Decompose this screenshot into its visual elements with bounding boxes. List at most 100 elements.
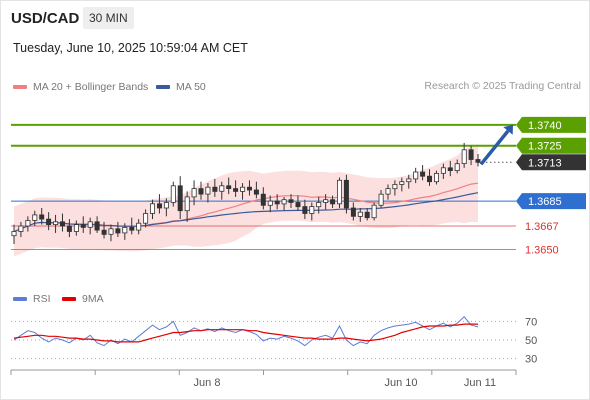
candle [309,202,315,221]
legend-9ma: 9MA [62,292,104,306]
arrow-shaft [479,129,510,166]
candle [32,210,38,226]
rsi-swatch [13,297,27,302]
candle [323,194,329,210]
timeframe-badge[interactable]: 30 MIN [83,7,134,29]
candle [302,199,308,220]
candle [177,176,183,220]
candle [420,165,426,181]
candle [336,177,342,208]
candle [101,221,107,239]
level-label-1.3713: 1.3713 [516,154,586,171]
candle [198,181,204,200]
candle [350,202,356,221]
candle [25,216,31,232]
candle [191,180,197,206]
candle [413,167,419,184]
x-tick-jun-11: Jun 11 [464,377,496,389]
candle [378,190,384,208]
candle [461,142,467,168]
candle [80,216,86,233]
candle [433,170,439,185]
time-axis: Jun 8 Jun 10 Jun 11 [10,369,517,389]
ma20-swatch [13,85,27,90]
credit-text: Research © 2025 Trading Central [424,80,581,92]
candle [399,177,405,192]
level-label-1.3740: 1.3740 [516,116,586,133]
candle [447,160,453,177]
candle [281,196,287,211]
rsi-tick-50: 50 [525,335,537,347]
level-value: 1.3740 [528,120,562,132]
legend-rsi: RSI [13,292,51,306]
candle [149,199,155,220]
level-label-1.3650: 1.3650 [525,245,559,257]
candle [406,174,412,189]
candle [253,181,259,199]
candle [115,221,121,238]
level-label-1.3725: 1.3725 [516,137,586,154]
candle [205,183,211,203]
legend-ma50: MA 50 [156,80,206,94]
candle [267,195,273,213]
rsi-panel: 70 50 30 [11,315,537,366]
level-label-1.3685: 1.3685 [516,193,586,210]
level-value: 1.3725 [528,141,562,153]
candle [357,208,363,222]
timestamp: Tuesday, June 10, 2025 10:59:04 AM CET [13,41,248,55]
candle [274,194,280,210]
candle [233,180,239,197]
ma9-label: 9MA [82,293,104,305]
candle [475,154,481,167]
candle [295,195,301,211]
ma50-swatch [156,85,170,90]
x-tick-jun-10: Jun 10 [384,377,417,389]
candle [170,181,176,207]
candle [46,212,52,231]
candle [11,224,17,244]
rsi-9ma-line [13,323,478,343]
candle [108,224,114,242]
rsi-label: RSI [33,293,51,305]
candle [87,217,93,235]
rsi-tick-30: 30 [525,354,537,366]
candle [143,209,149,228]
candle [129,217,135,235]
candle [39,208,45,225]
candle [53,214,59,233]
level-value: 1.3713 [528,157,562,169]
candle [371,202,377,221]
candle [330,195,336,208]
legend-ma20-bb: MA 20 + Bollinger Bands [13,80,148,94]
arrow-head [503,124,514,135]
candle [392,180,398,196]
candle [184,191,190,222]
candle [316,196,322,214]
candle [226,177,232,195]
candle [136,219,142,235]
symbol-title: USD/CAD [11,10,80,27]
ma50-label: MA 50 [176,81,206,93]
candle [18,221,24,238]
candle [364,208,370,221]
candle [156,194,162,214]
candle [260,187,266,210]
candle [219,181,225,200]
candle [454,159,460,174]
candle [60,213,66,232]
ma9-swatch [62,297,76,302]
x-tick-jun-8: Jun 8 [194,377,221,389]
candle [163,198,169,217]
candle [440,163,446,179]
level-labels: 1.3740 1.3725 1.3713 1.3685 1.3667 1.3650 [516,116,586,257]
candle [288,194,294,208]
level-label-1.3667: 1.3667 [525,221,559,233]
candle [426,169,432,186]
candle [385,184,391,200]
candle [73,220,79,236]
candle [122,223,128,240]
candle [468,145,474,166]
forecast-arrow [479,124,514,166]
candle [240,183,246,200]
